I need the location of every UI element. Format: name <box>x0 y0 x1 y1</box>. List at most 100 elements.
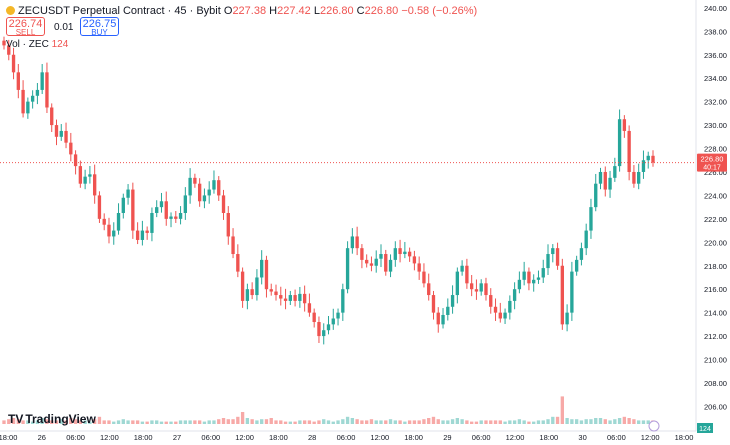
candle-body[interactable] <box>2 40 6 46</box>
candle-body[interactable] <box>112 230 116 237</box>
candle-body[interactable] <box>331 318 335 325</box>
candle-body[interactable] <box>197 183 202 202</box>
candle-body[interactable] <box>403 251 407 255</box>
candle-body[interactable] <box>474 289 479 292</box>
candle-body[interactable] <box>245 289 250 301</box>
candle-body[interactable] <box>30 95 35 102</box>
candle-body[interactable] <box>651 155 655 163</box>
candle-body[interactable] <box>202 195 207 202</box>
buy-button[interactable]: 226.75 BUY <box>80 17 119 37</box>
candle-body[interactable] <box>45 72 49 108</box>
candle-body[interactable] <box>641 160 646 172</box>
candle-body[interactable] <box>126 189 130 198</box>
candle-body[interactable] <box>145 230 149 233</box>
quantity-value[interactable]: 0.01 <box>54 22 74 33</box>
candle-body[interactable] <box>78 166 83 184</box>
candle-body[interactable] <box>341 289 345 313</box>
candle-body[interactable] <box>407 251 412 257</box>
candle-body[interactable] <box>302 293 307 304</box>
candle-body[interactable] <box>54 125 59 137</box>
symbol-name[interactable]: ZECUSDT Perpetual Contract <box>18 5 165 17</box>
candle-body[interactable] <box>627 130 631 172</box>
candle-body[interactable] <box>617 119 622 167</box>
candle-body[interactable] <box>646 155 650 161</box>
candle-body[interactable] <box>312 312 316 323</box>
candle-body[interactable] <box>431 295 436 313</box>
interval[interactable]: 45 <box>174 5 187 17</box>
candle-body[interactable] <box>255 277 259 296</box>
candle-body[interactable] <box>64 130 68 143</box>
candle-body[interactable] <box>140 230 145 240</box>
candle-body[interactable] <box>298 293 302 301</box>
candle-body[interactable] <box>613 166 617 178</box>
candle-body[interactable] <box>512 289 517 301</box>
candle-body[interactable] <box>188 177 192 196</box>
candle-body[interactable] <box>594 183 598 208</box>
candle-body[interactable] <box>212 180 216 190</box>
candle-body[interactable] <box>479 283 483 292</box>
candle-body[interactable] <box>217 180 221 196</box>
candle-body[interactable] <box>365 259 369 264</box>
candle-body[interactable] <box>508 300 512 313</box>
candle-body[interactable] <box>183 195 188 213</box>
candle-body[interactable] <box>11 54 16 73</box>
candle-body[interactable] <box>551 248 555 255</box>
candle-body[interactable] <box>379 254 383 259</box>
candle-body[interactable] <box>21 89 25 114</box>
candle-body[interactable] <box>489 295 493 307</box>
candle-body[interactable] <box>226 213 230 237</box>
candle-body[interactable] <box>436 312 440 325</box>
candle-body[interactable] <box>236 254 240 272</box>
candle-body[interactable] <box>322 330 326 337</box>
candle-body[interactable] <box>336 312 340 319</box>
candle-body[interactable] <box>598 171 603 184</box>
candle-body[interactable] <box>570 271 574 313</box>
candle-body[interactable] <box>608 177 612 190</box>
volume-legend[interactable]: Vol · ZEC 124 <box>6 39 68 50</box>
candle-body[interactable] <box>288 295 292 301</box>
candle-body[interactable] <box>579 248 584 260</box>
candle-body[interactable] <box>603 171 607 190</box>
candle-body[interactable] <box>178 213 183 219</box>
candle-body[interactable] <box>498 312 502 319</box>
candle-body[interactable] <box>632 171 636 184</box>
candle-body[interactable] <box>50 107 54 126</box>
candle-body[interactable] <box>541 268 545 278</box>
candle-body[interactable] <box>532 279 536 284</box>
candle-body[interactable] <box>16 72 20 90</box>
candle-body[interactable] <box>560 265 565 325</box>
candle-body[interactable] <box>565 312 569 325</box>
candle-body[interactable] <box>92 174 97 196</box>
candle-body[interactable] <box>446 306 450 315</box>
candle-body[interactable] <box>155 207 159 213</box>
lightning-icon[interactable] <box>648 420 660 432</box>
candle-body[interactable] <box>69 142 73 155</box>
candle-body[interactable] <box>279 295 283 299</box>
candle-body[interactable] <box>102 218 106 225</box>
candle-body[interactable] <box>484 283 488 296</box>
candle-body[interactable] <box>427 283 431 296</box>
candle-body[interactable] <box>193 177 197 184</box>
candle-body[interactable] <box>307 303 312 313</box>
candle-body[interactable] <box>26 101 30 114</box>
candle-body[interactable] <box>637 171 641 184</box>
candle-body[interactable] <box>536 277 541 280</box>
candle-body[interactable] <box>207 189 211 196</box>
candle-body[interactable] <box>164 201 168 219</box>
candle-body[interactable] <box>264 259 269 290</box>
candle-body[interactable] <box>150 213 154 233</box>
candle-body[interactable] <box>384 254 388 272</box>
candle-body[interactable] <box>422 271 426 284</box>
candle-body[interactable] <box>555 248 560 266</box>
candle-body[interactable] <box>250 289 254 296</box>
candle-body[interactable] <box>574 259 579 272</box>
candle-body[interactable] <box>345 248 350 290</box>
candle-body[interactable] <box>460 265 464 272</box>
candle-body[interactable] <box>388 259 393 272</box>
candle-body[interactable] <box>221 195 226 213</box>
candle-body[interactable] <box>493 306 498 313</box>
candle-body[interactable] <box>240 271 245 301</box>
candle-body[interactable] <box>417 263 421 272</box>
candle-body[interactable] <box>7 45 11 55</box>
